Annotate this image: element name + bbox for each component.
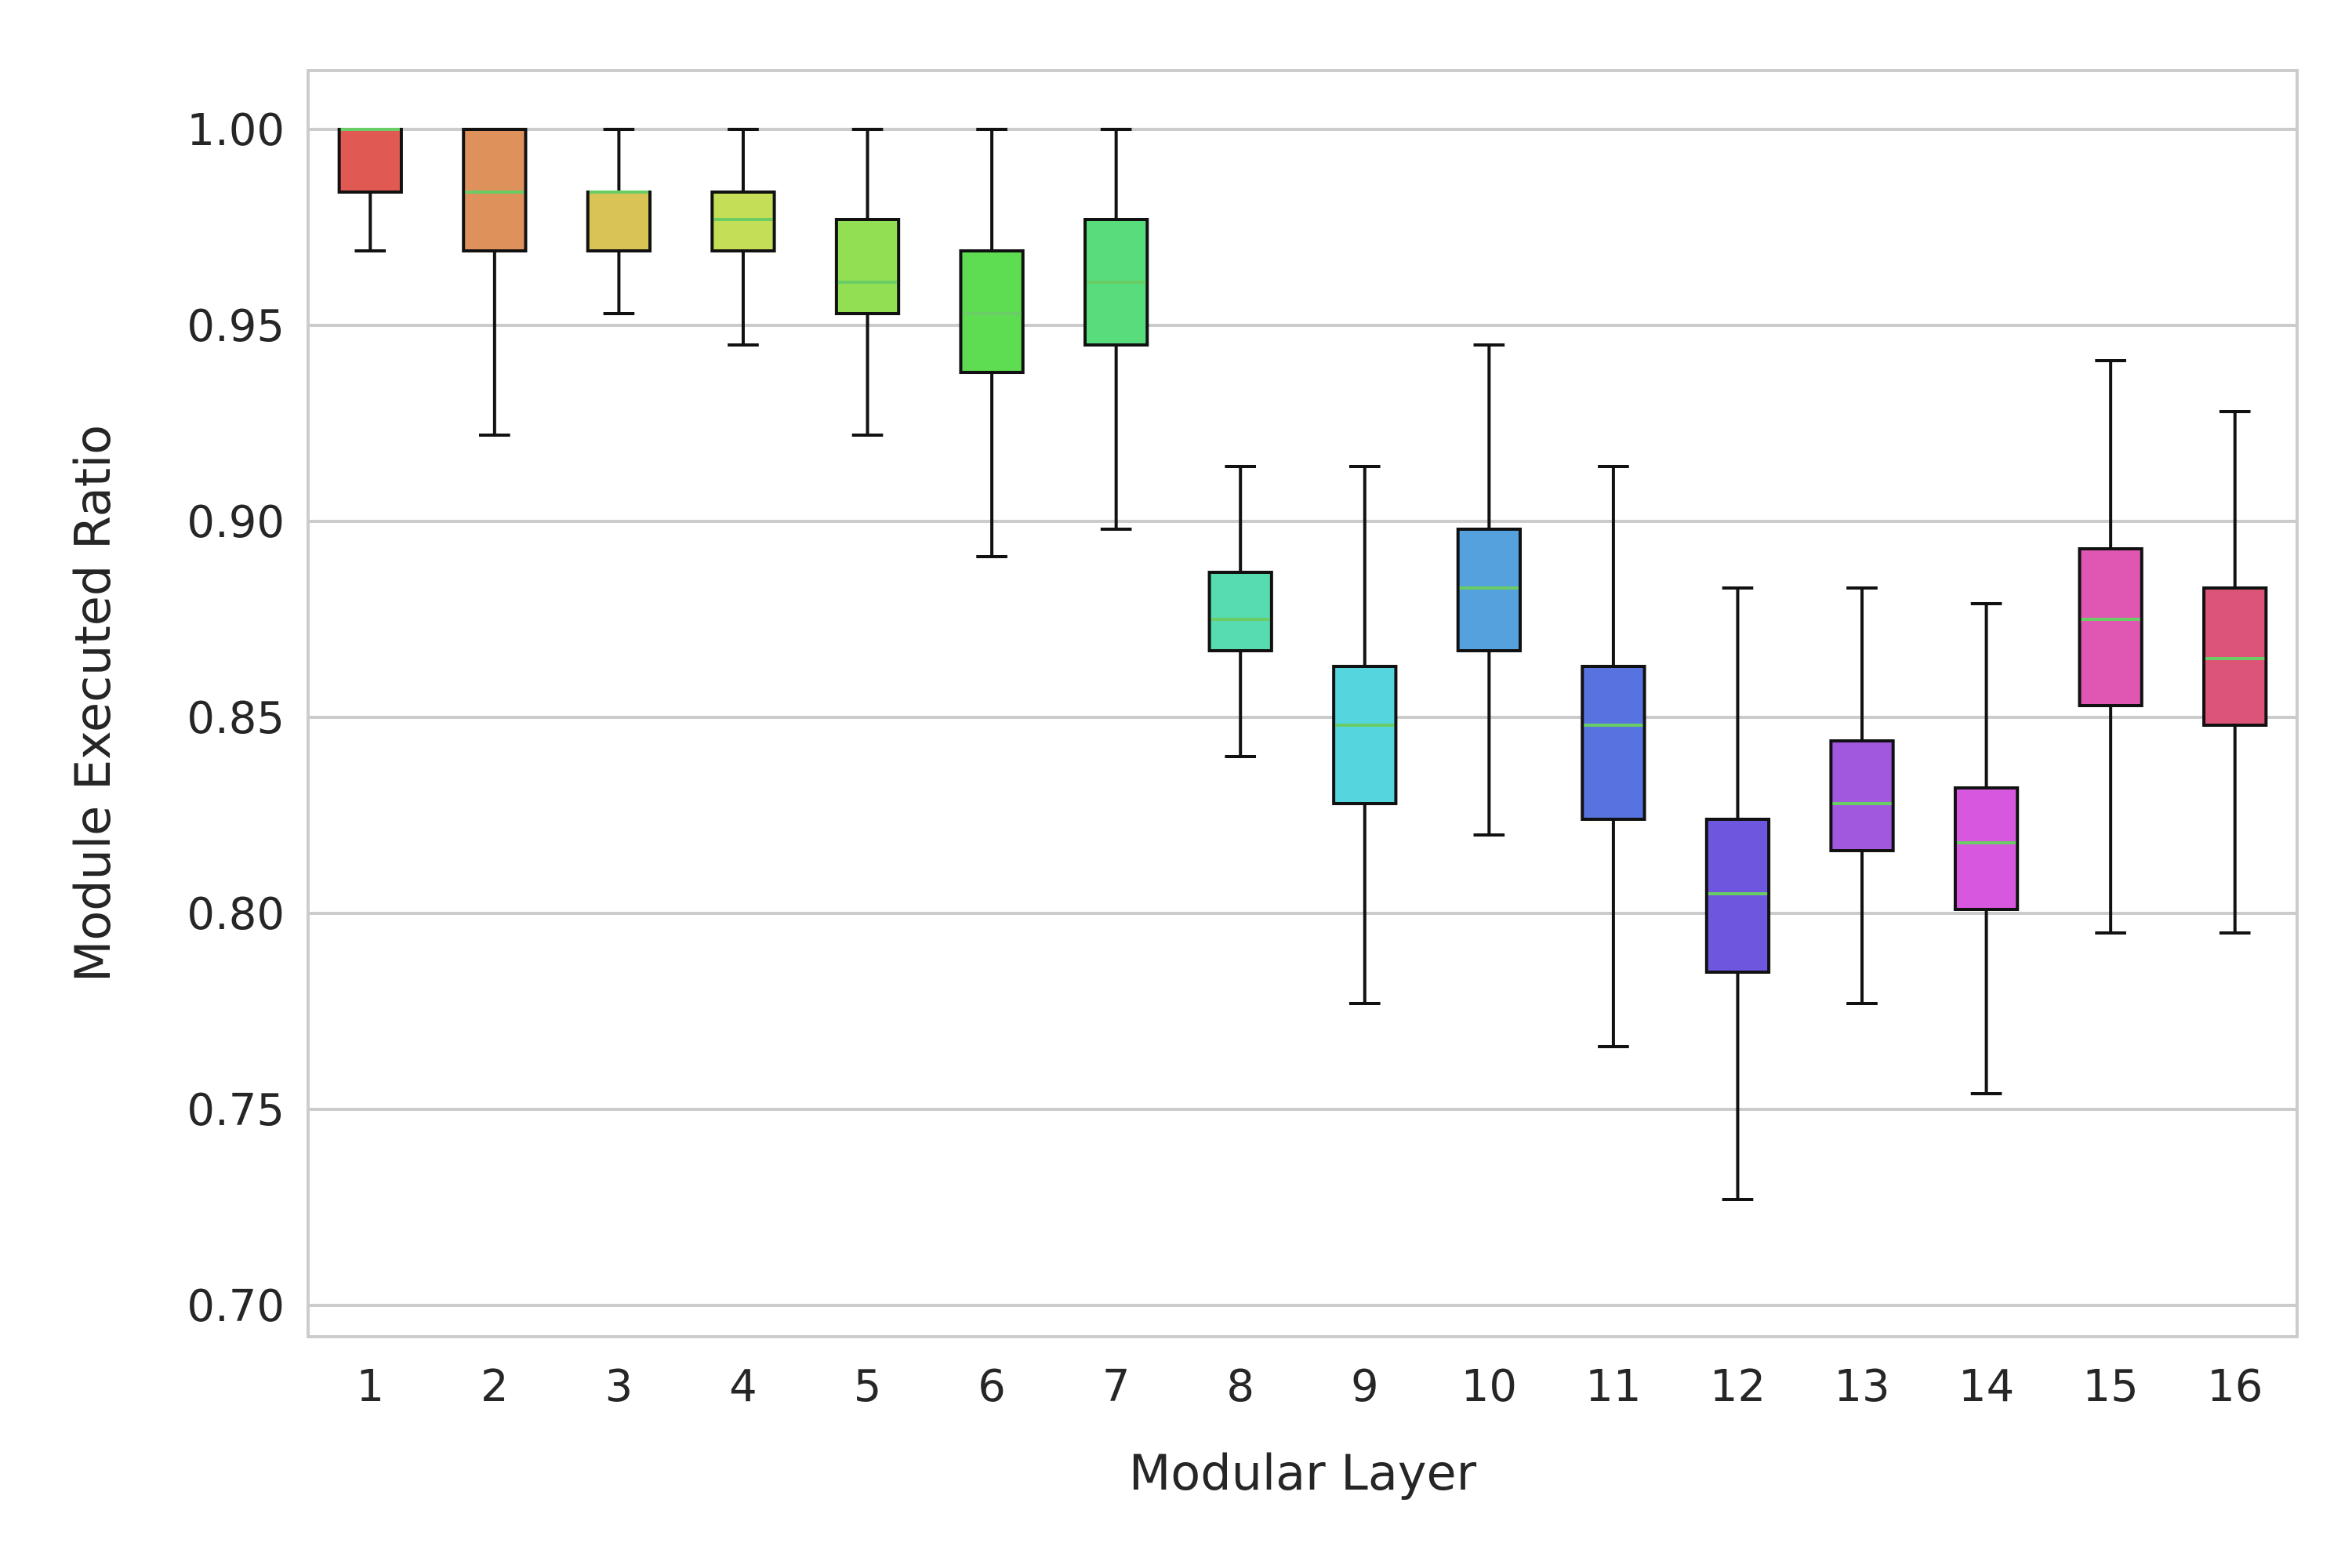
box-layer-13 bbox=[1829, 586, 1895, 1005]
y-tick-label: 0.75 bbox=[187, 1085, 285, 1136]
iqr-box bbox=[586, 191, 652, 252]
box-layer-7 bbox=[1083, 128, 1149, 531]
iqr-box bbox=[2202, 586, 2268, 727]
y-tick-label: 0.85 bbox=[187, 693, 285, 744]
box-layer-10 bbox=[1456, 343, 1522, 837]
boxes bbox=[337, 128, 2268, 1201]
iqr-box bbox=[1704, 818, 1771, 974]
x-tick-label: 5 bbox=[854, 1361, 882, 1412]
iqr-box bbox=[462, 128, 528, 252]
y-tick-label: 0.70 bbox=[187, 1281, 285, 1332]
y-tick-label: 0.90 bbox=[187, 497, 285, 548]
x-tick-label: 2 bbox=[481, 1361, 509, 1412]
x-tick-label: 11 bbox=[1585, 1361, 1641, 1412]
y-tick-label: 0.95 bbox=[187, 301, 285, 352]
y-axis-label: Module Executed Ratio bbox=[64, 425, 122, 982]
x-axis-label: Modular Layer bbox=[1129, 1444, 1477, 1501]
iqr-box bbox=[1207, 571, 1273, 652]
x-tick-label: 14 bbox=[1958, 1361, 2014, 1412]
iqr-box bbox=[1581, 665, 1646, 821]
x-tick-label: 9 bbox=[1351, 1361, 1379, 1412]
box-layer-6 bbox=[959, 128, 1025, 558]
x-tick-label: 4 bbox=[729, 1361, 757, 1412]
plot-frame bbox=[307, 69, 2299, 1338]
x-tick-label: 3 bbox=[605, 1361, 633, 1412]
iqr-box bbox=[959, 249, 1025, 374]
iqr-box bbox=[1332, 665, 1398, 805]
box-layer-16 bbox=[2202, 410, 2268, 935]
x-tick-label: 16 bbox=[2207, 1361, 2263, 1412]
box-layer-3 bbox=[586, 128, 652, 315]
x-tick-label: 7 bbox=[1102, 1361, 1131, 1412]
box-layer-4 bbox=[710, 128, 776, 347]
x-tick-label: 1 bbox=[356, 1361, 384, 1412]
gridlines bbox=[308, 128, 2297, 1307]
iqr-box bbox=[834, 218, 901, 315]
box-layer-11 bbox=[1581, 465, 1646, 1048]
x-tick-label: 10 bbox=[1461, 1361, 1517, 1412]
box-layer-8 bbox=[1207, 465, 1273, 758]
iqr-box bbox=[1953, 786, 2020, 911]
iqr-box bbox=[1829, 739, 1895, 852]
iqr-box bbox=[2078, 547, 2143, 707]
x-tick-label: 15 bbox=[2083, 1361, 2139, 1412]
box-layer-9 bbox=[1332, 465, 1398, 1005]
x-tick-labels: 1 2 3 4 5 6 7 8 9 10 11 12 13 14 15 16 bbox=[356, 1361, 2263, 1412]
box-layer-5 bbox=[834, 128, 901, 437]
iqr-box bbox=[337, 128, 403, 194]
y-tick-label: 0.80 bbox=[187, 889, 285, 940]
box-layer-1 bbox=[337, 128, 403, 252]
x-tick-label: 13 bbox=[1834, 1361, 1889, 1412]
x-tick-label: 8 bbox=[1226, 1361, 1254, 1412]
x-tick-label: 12 bbox=[1710, 1361, 1766, 1412]
iqr-box bbox=[710, 191, 776, 252]
box-layer-14 bbox=[1953, 602, 2020, 1095]
box-layer-12 bbox=[1704, 586, 1771, 1201]
y-tick-label: 1.00 bbox=[187, 105, 285, 156]
x-tick-label: 6 bbox=[978, 1361, 1006, 1412]
y-tick-labels: 0.70 0.75 0.80 0.85 0.90 0.95 1.00 bbox=[187, 105, 285, 1332]
box-layer-15 bbox=[2078, 359, 2143, 935]
iqr-box bbox=[1456, 528, 1522, 652]
box-layer-2 bbox=[462, 128, 528, 437]
